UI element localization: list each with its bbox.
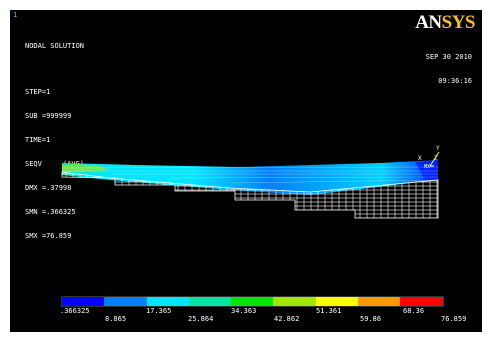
ansys-logo: ANSYS bbox=[415, 13, 475, 33]
mesh-lower-region bbox=[61, 171, 439, 219]
coordinate-triad: Y X Z MX bbox=[418, 145, 440, 170]
stress-contour-region bbox=[62, 160, 438, 195]
smn-readout: SMN =.366325 bbox=[25, 208, 76, 216]
step-readout: STEP=1 bbox=[25, 88, 51, 96]
triad-y-label: Y bbox=[436, 145, 440, 152]
finite-element-model[interactable]: Y X Z MX bbox=[10, 10, 482, 332]
legend-color-segment-6 bbox=[315, 297, 359, 306]
legend-label-bottom-2: 42.862 bbox=[274, 315, 300, 323]
legend-color-segment-2 bbox=[146, 297, 189, 306]
graphics-viewport[interactable]: 1 NODAL SOLUTION STEP=1 SUB =999999 TIME… bbox=[10, 10, 482, 332]
legend-color-segment-1 bbox=[104, 297, 147, 306]
smx-readout: SMX =76.859 bbox=[25, 232, 72, 240]
logo-part-an: AN bbox=[415, 12, 442, 33]
legend-label-bottom-3: 59.86 bbox=[360, 315, 382, 323]
legend-label-top-4: 68.36 bbox=[403, 307, 425, 315]
legend-label-top-0: .366325 bbox=[60, 307, 90, 315]
legend-label-bottom-4: 76.859 bbox=[441, 315, 467, 323]
triad-z-label: Z bbox=[434, 155, 438, 162]
triad-mx-label: MX bbox=[424, 164, 430, 170]
contour-legend-bar bbox=[61, 296, 444, 307]
plot-date: SEP 30 2010 bbox=[425, 53, 472, 61]
substep-readout: SUB =999999 bbox=[25, 112, 72, 120]
solution-info-block: NODAL SOLUTION STEP=1 SUB =999999 TIME=1… bbox=[25, 26, 84, 256]
legend-label-bottom-1: 25.864 bbox=[188, 315, 214, 323]
legend-color-segment-8 bbox=[400, 297, 443, 306]
legend-color-segment-7 bbox=[358, 297, 401, 306]
legend-color-segment-0 bbox=[62, 297, 105, 306]
datetime-block: SEP 30 2010 09:36:16 bbox=[426, 37, 472, 101]
triad-x-label: X bbox=[418, 155, 422, 162]
legend-label-top-3: 51.361 bbox=[316, 307, 342, 315]
legend-color-segment-4 bbox=[231, 297, 274, 306]
legend-color-segment-3 bbox=[188, 297, 232, 306]
dmx-readout: DMX =.37998 bbox=[25, 184, 72, 192]
logo-part-sys: SYS bbox=[441, 12, 476, 33]
window-number: 1 bbox=[13, 11, 18, 19]
mesh-lines bbox=[61, 166, 439, 184]
plot-title: NODAL SOLUTION bbox=[25, 42, 85, 50]
time-readout: TIME=1 bbox=[25, 136, 51, 144]
legend-label-top-2: 34.363 bbox=[231, 307, 257, 315]
legend-label-bottom-0: 8.865 bbox=[105, 315, 127, 323]
legend-label-top-1: 17.365 bbox=[146, 307, 172, 315]
legend-color-segment-5 bbox=[273, 297, 316, 306]
plot-time: 09:36:16 bbox=[438, 77, 472, 85]
